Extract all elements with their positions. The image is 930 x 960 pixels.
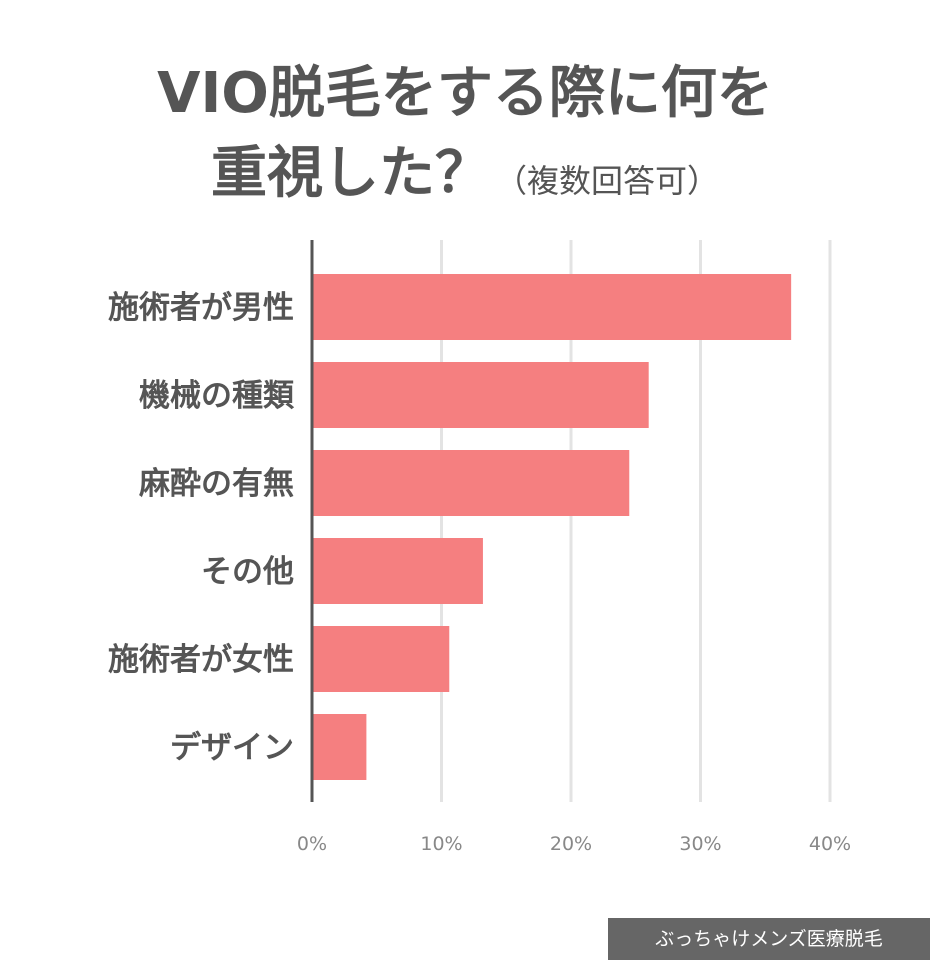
chart-title-line-2: 重視した？ （複数回答可）	[0, 134, 930, 221]
bar-4	[312, 626, 450, 692]
category-label-2: 麻酔の有無	[139, 466, 294, 502]
category-label-3: その他	[201, 554, 294, 590]
category-label-1: 機械の種類	[139, 378, 295, 414]
category-label-4: 施術者が女性	[108, 642, 294, 678]
category-label-0: 施術者が男性	[108, 290, 294, 326]
category-label-5: デザイン	[170, 730, 294, 766]
x-tick-label-0: 0%	[297, 833, 327, 855]
watermark-badge: ぶっちゃけメンズ医療脱毛	[608, 918, 930, 960]
x-tick-label-1: 10%	[420, 833, 462, 855]
chart-title-line-1: VIO脱毛をする際に何を	[0, 54, 930, 134]
bar-1	[312, 362, 649, 428]
bar-0	[312, 274, 792, 340]
chart-title-text-2: 重視した？	[210, 141, 491, 206]
chart-title-note: （複数回答可）	[494, 162, 719, 200]
chart-title-text-1: VIO脱毛をする際に何を	[157, 61, 773, 126]
bar-5	[312, 714, 367, 780]
x-tick-label-2: 20%	[550, 833, 592, 855]
bar-2	[312, 450, 630, 516]
x-tick-label-4: 40%	[809, 833, 851, 855]
bar-3	[312, 538, 483, 604]
x-tick-label-3: 30%	[679, 833, 721, 855]
